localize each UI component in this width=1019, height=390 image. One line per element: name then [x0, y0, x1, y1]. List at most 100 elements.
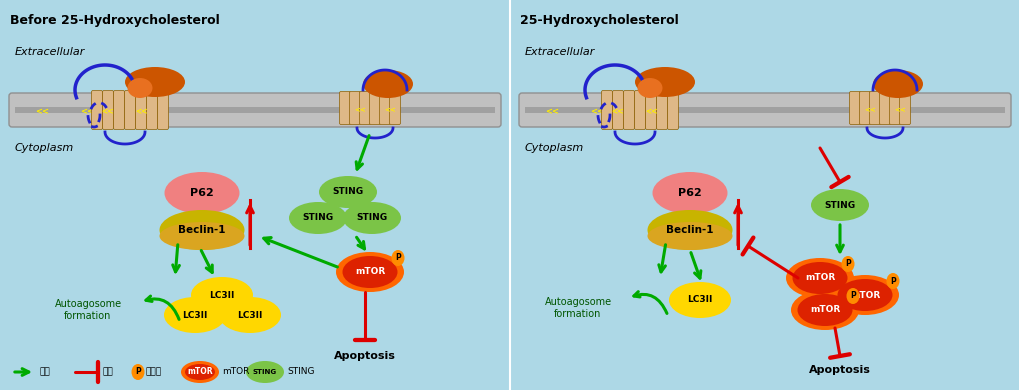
FancyBboxPatch shape: [339, 92, 351, 124]
Text: STING: STING: [356, 213, 387, 223]
FancyBboxPatch shape: [359, 92, 370, 124]
Text: mTOR: mTOR: [355, 268, 385, 277]
Text: <<: <<: [863, 107, 875, 113]
Text: <<: <<: [589, 108, 603, 117]
FancyBboxPatch shape: [859, 92, 869, 124]
FancyBboxPatch shape: [92, 90, 102, 129]
Text: 抑制: 抑制: [103, 367, 114, 376]
Text: STING: STING: [332, 188, 363, 197]
Ellipse shape: [786, 258, 853, 298]
Text: Apoptosis: Apoptosis: [808, 365, 870, 375]
Text: P: P: [849, 291, 855, 301]
FancyBboxPatch shape: [878, 92, 890, 124]
FancyBboxPatch shape: [9, 93, 500, 127]
FancyBboxPatch shape: [645, 90, 656, 129]
FancyBboxPatch shape: [889, 92, 900, 124]
Text: 25-Hydroxycholesterol: 25-Hydroxycholesterol: [520, 14, 678, 27]
Ellipse shape: [637, 78, 662, 98]
Ellipse shape: [363, 70, 413, 98]
Text: Autoagosome
formation: Autoagosome formation: [544, 297, 611, 319]
Ellipse shape: [652, 172, 727, 214]
Ellipse shape: [810, 189, 868, 221]
FancyBboxPatch shape: [379, 92, 390, 124]
Text: Cytoplasm: Cytoplasm: [15, 143, 74, 153]
Text: Extracellular: Extracellular: [15, 47, 86, 57]
Text: <<: <<: [354, 107, 366, 113]
FancyBboxPatch shape: [899, 92, 910, 124]
Text: <<: <<: [645, 108, 657, 117]
Ellipse shape: [125, 67, 184, 97]
Text: Cytoplasm: Cytoplasm: [525, 143, 584, 153]
Ellipse shape: [872, 70, 922, 98]
Text: <<: <<: [611, 108, 624, 117]
FancyBboxPatch shape: [389, 92, 400, 124]
Ellipse shape: [131, 364, 145, 380]
Text: <<: <<: [894, 107, 905, 113]
Text: P: P: [394, 254, 400, 262]
Ellipse shape: [342, 256, 397, 288]
Ellipse shape: [668, 282, 731, 318]
Ellipse shape: [391, 250, 405, 266]
Text: 促进: 促进: [40, 367, 51, 376]
Text: <<: <<: [384, 107, 395, 113]
Text: P: P: [135, 367, 141, 376]
Text: <<: <<: [79, 108, 94, 117]
Text: STING: STING: [303, 213, 333, 223]
Text: LC3II: LC3II: [687, 296, 712, 305]
FancyBboxPatch shape: [369, 92, 380, 124]
Ellipse shape: [647, 210, 732, 250]
FancyBboxPatch shape: [666, 90, 678, 129]
Ellipse shape: [837, 279, 892, 311]
Text: P62: P62: [190, 188, 214, 198]
Text: <<: <<: [544, 108, 558, 117]
FancyBboxPatch shape: [868, 92, 879, 124]
Text: <<: <<: [102, 108, 114, 117]
Text: <<: <<: [35, 108, 49, 117]
Text: LC3II: LC3II: [237, 310, 263, 319]
FancyBboxPatch shape: [525, 107, 1004, 113]
Text: Apoptosis: Apoptosis: [334, 351, 395, 361]
Text: Autoagosome
formation: Autoagosome formation: [54, 299, 121, 321]
Ellipse shape: [219, 297, 280, 333]
Text: STING: STING: [253, 369, 277, 375]
Ellipse shape: [792, 262, 847, 294]
Text: <<: <<: [136, 108, 148, 117]
FancyBboxPatch shape: [634, 90, 645, 129]
Ellipse shape: [635, 67, 694, 97]
Ellipse shape: [288, 202, 346, 234]
Text: P62: P62: [678, 188, 701, 198]
FancyBboxPatch shape: [611, 90, 623, 129]
Ellipse shape: [830, 275, 898, 315]
Text: Extracellular: Extracellular: [525, 47, 595, 57]
FancyBboxPatch shape: [147, 90, 157, 129]
Text: STING: STING: [823, 200, 855, 209]
FancyBboxPatch shape: [656, 90, 666, 129]
Ellipse shape: [159, 210, 245, 250]
Ellipse shape: [797, 294, 852, 326]
FancyBboxPatch shape: [519, 93, 1010, 127]
Ellipse shape: [191, 277, 253, 313]
Text: P: P: [890, 277, 895, 285]
FancyBboxPatch shape: [102, 90, 113, 129]
Ellipse shape: [184, 364, 215, 380]
Text: P: P: [845, 259, 850, 268]
Text: 磷酸化: 磷酸化: [146, 367, 162, 376]
Text: LC3II: LC3II: [209, 291, 234, 300]
FancyBboxPatch shape: [350, 92, 360, 124]
FancyBboxPatch shape: [601, 90, 611, 129]
Ellipse shape: [841, 256, 854, 272]
Text: Before 25-Hydroxycholesterol: Before 25-Hydroxycholesterol: [10, 14, 219, 27]
Text: mTOR: mTOR: [809, 305, 840, 314]
Ellipse shape: [647, 222, 732, 250]
FancyBboxPatch shape: [113, 90, 124, 129]
Ellipse shape: [790, 290, 858, 330]
Text: mTOR: mTOR: [804, 273, 835, 282]
Ellipse shape: [246, 361, 283, 383]
Text: STING: STING: [286, 367, 314, 376]
FancyBboxPatch shape: [623, 90, 634, 129]
Ellipse shape: [886, 273, 899, 289]
FancyBboxPatch shape: [124, 90, 136, 129]
Ellipse shape: [164, 297, 226, 333]
FancyBboxPatch shape: [15, 107, 494, 113]
Text: mTOR: mTOR: [187, 367, 213, 376]
